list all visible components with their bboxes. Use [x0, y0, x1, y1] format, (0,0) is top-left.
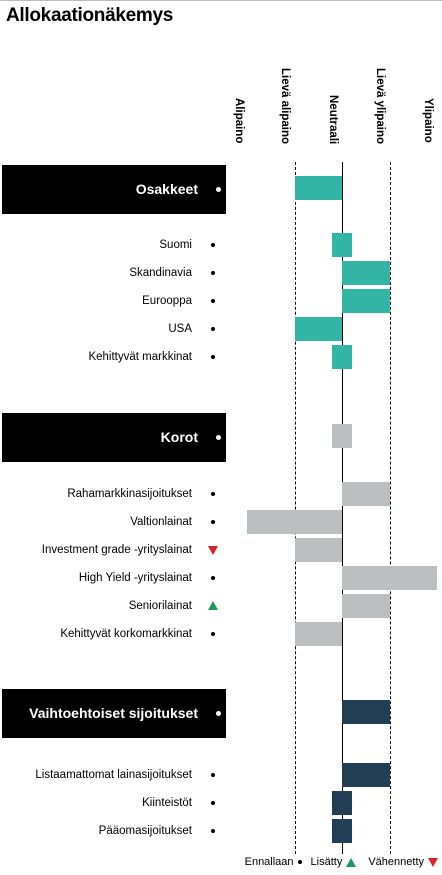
row-label-suomi: Suomi	[159, 239, 192, 251]
change-unchanged-icon	[208, 265, 218, 281]
change-unchanged-icon	[208, 237, 218, 253]
row-label-eurooppa: Eurooppa	[142, 295, 192, 307]
bar-eurooppa	[342, 289, 390, 313]
group-header-osakkeet: Osakkeet	[2, 165, 226, 214]
bar-paaomasijoitukset	[332, 819, 352, 843]
legend-increased-label: Lisätty	[310, 856, 343, 868]
group-header-label: Osakkeet	[135, 181, 198, 197]
bar-usa	[294, 317, 342, 341]
bar-investment-grade-yrityslainat	[294, 538, 342, 562]
row-label-kiinteistot: Kiinteistöt	[142, 797, 192, 809]
change-unchanged-icon	[208, 349, 218, 365]
row-label-investment-grade-yrityslainat: Investment grade -yrityslainat	[41, 544, 192, 556]
gridline-slight-over	[389, 162, 391, 854]
legend: Ennallaan Lisätty Vähennetty	[245, 856, 438, 868]
legend-decreased-label: Vähennetty	[368, 856, 424, 868]
row-label-paaomasijoitukset: Pääomasijoitukset	[98, 825, 192, 837]
group-header-korot: Korot	[2, 413, 226, 462]
row-label-skandinavia: Skandinavia	[129, 267, 192, 279]
bar-rahamarkkinasijoitukset	[342, 482, 390, 506]
group-unchanged-dot-icon	[216, 435, 221, 440]
bar-seniorilainat	[342, 594, 390, 618]
group-header-label: Korot	[160, 429, 198, 445]
bar-listaamattomat-lainasijoitukset	[342, 763, 390, 787]
group-unchanged-dot-icon	[216, 711, 221, 716]
chart-title: Allokaationäkemys	[6, 5, 174, 26]
legend-down-triangle-icon	[428, 857, 438, 867]
bar-kehittyvat-korkomarkkinat	[294, 622, 342, 646]
change-unchanged-icon	[208, 795, 218, 811]
scale-label-text: Lievä ylipaino	[374, 68, 386, 145]
top-border	[0, 0, 442, 1]
scale-label-text: Lievä alipaino	[279, 68, 291, 145]
bar-osakkeet	[294, 176, 342, 200]
legend-unchanged-label: Ennallaan	[244, 856, 294, 868]
row-label-kehittyvat-korkomarkkinat: Kehittyvät korkomarkkinat	[60, 628, 192, 640]
bar-kehittyvat-markkinat	[332, 345, 352, 369]
group-header-label: Vaihtoehtoiset sijoitukset	[29, 705, 198, 721]
row-label-rahamarkkinasijoitukset: Rahamarkkinasijoitukset	[67, 488, 192, 500]
scale-label-text: Neutraali	[327, 95, 339, 145]
group-header-vaihtoehtoiset-sijoitukset: Vaihtoehtoiset sijoitukset	[2, 689, 226, 738]
legend-up-triangle-icon	[346, 857, 357, 867]
row-label-valtionlainat: Valtionlainat	[130, 516, 192, 528]
bar-skandinavia	[342, 261, 390, 285]
bar-suomi	[332, 233, 352, 257]
row-label-listaamattomat-lainasijoitukset: Listaamattomat lainasijoitukset	[35, 769, 192, 781]
row-label-seniorilainat: Seniorilainat	[128, 600, 192, 612]
row-label-kehittyvat-markkinat: Kehittyvät markkinat	[88, 351, 192, 363]
bar-high-yield-yrityslainat	[342, 566, 437, 590]
change-unchanged-icon	[208, 514, 218, 530]
change-unchanged-icon	[208, 293, 218, 309]
bar-korot	[332, 424, 352, 448]
change-unchanged-icon	[208, 486, 218, 502]
change-unchanged-icon	[208, 321, 218, 337]
change-unchanged-icon	[208, 570, 218, 586]
change-unchanged-icon	[208, 767, 218, 783]
legend-dot-icon	[297, 860, 302, 864]
group-unchanged-dot-icon	[216, 187, 221, 192]
change-decreased-icon	[208, 542, 218, 558]
bar-kiinteistot	[332, 791, 352, 815]
neutral-line	[342, 162, 343, 854]
scale-label-text: Alipaino	[233, 98, 245, 144]
change-unchanged-icon	[208, 823, 218, 839]
scale-label-text: Ylipaino	[422, 98, 434, 143]
change-increased-icon	[208, 598, 218, 614]
row-label-high-yield-yrityslainat: High Yield -yrityslainat	[78, 572, 192, 584]
gridline-slight-under	[294, 162, 296, 854]
bar-vaihtoehtoiset-sijoitukset	[342, 700, 390, 724]
bar-valtionlainat	[247, 510, 342, 534]
change-unchanged-icon	[208, 626, 218, 642]
row-label-usa: USA	[168, 323, 192, 335]
